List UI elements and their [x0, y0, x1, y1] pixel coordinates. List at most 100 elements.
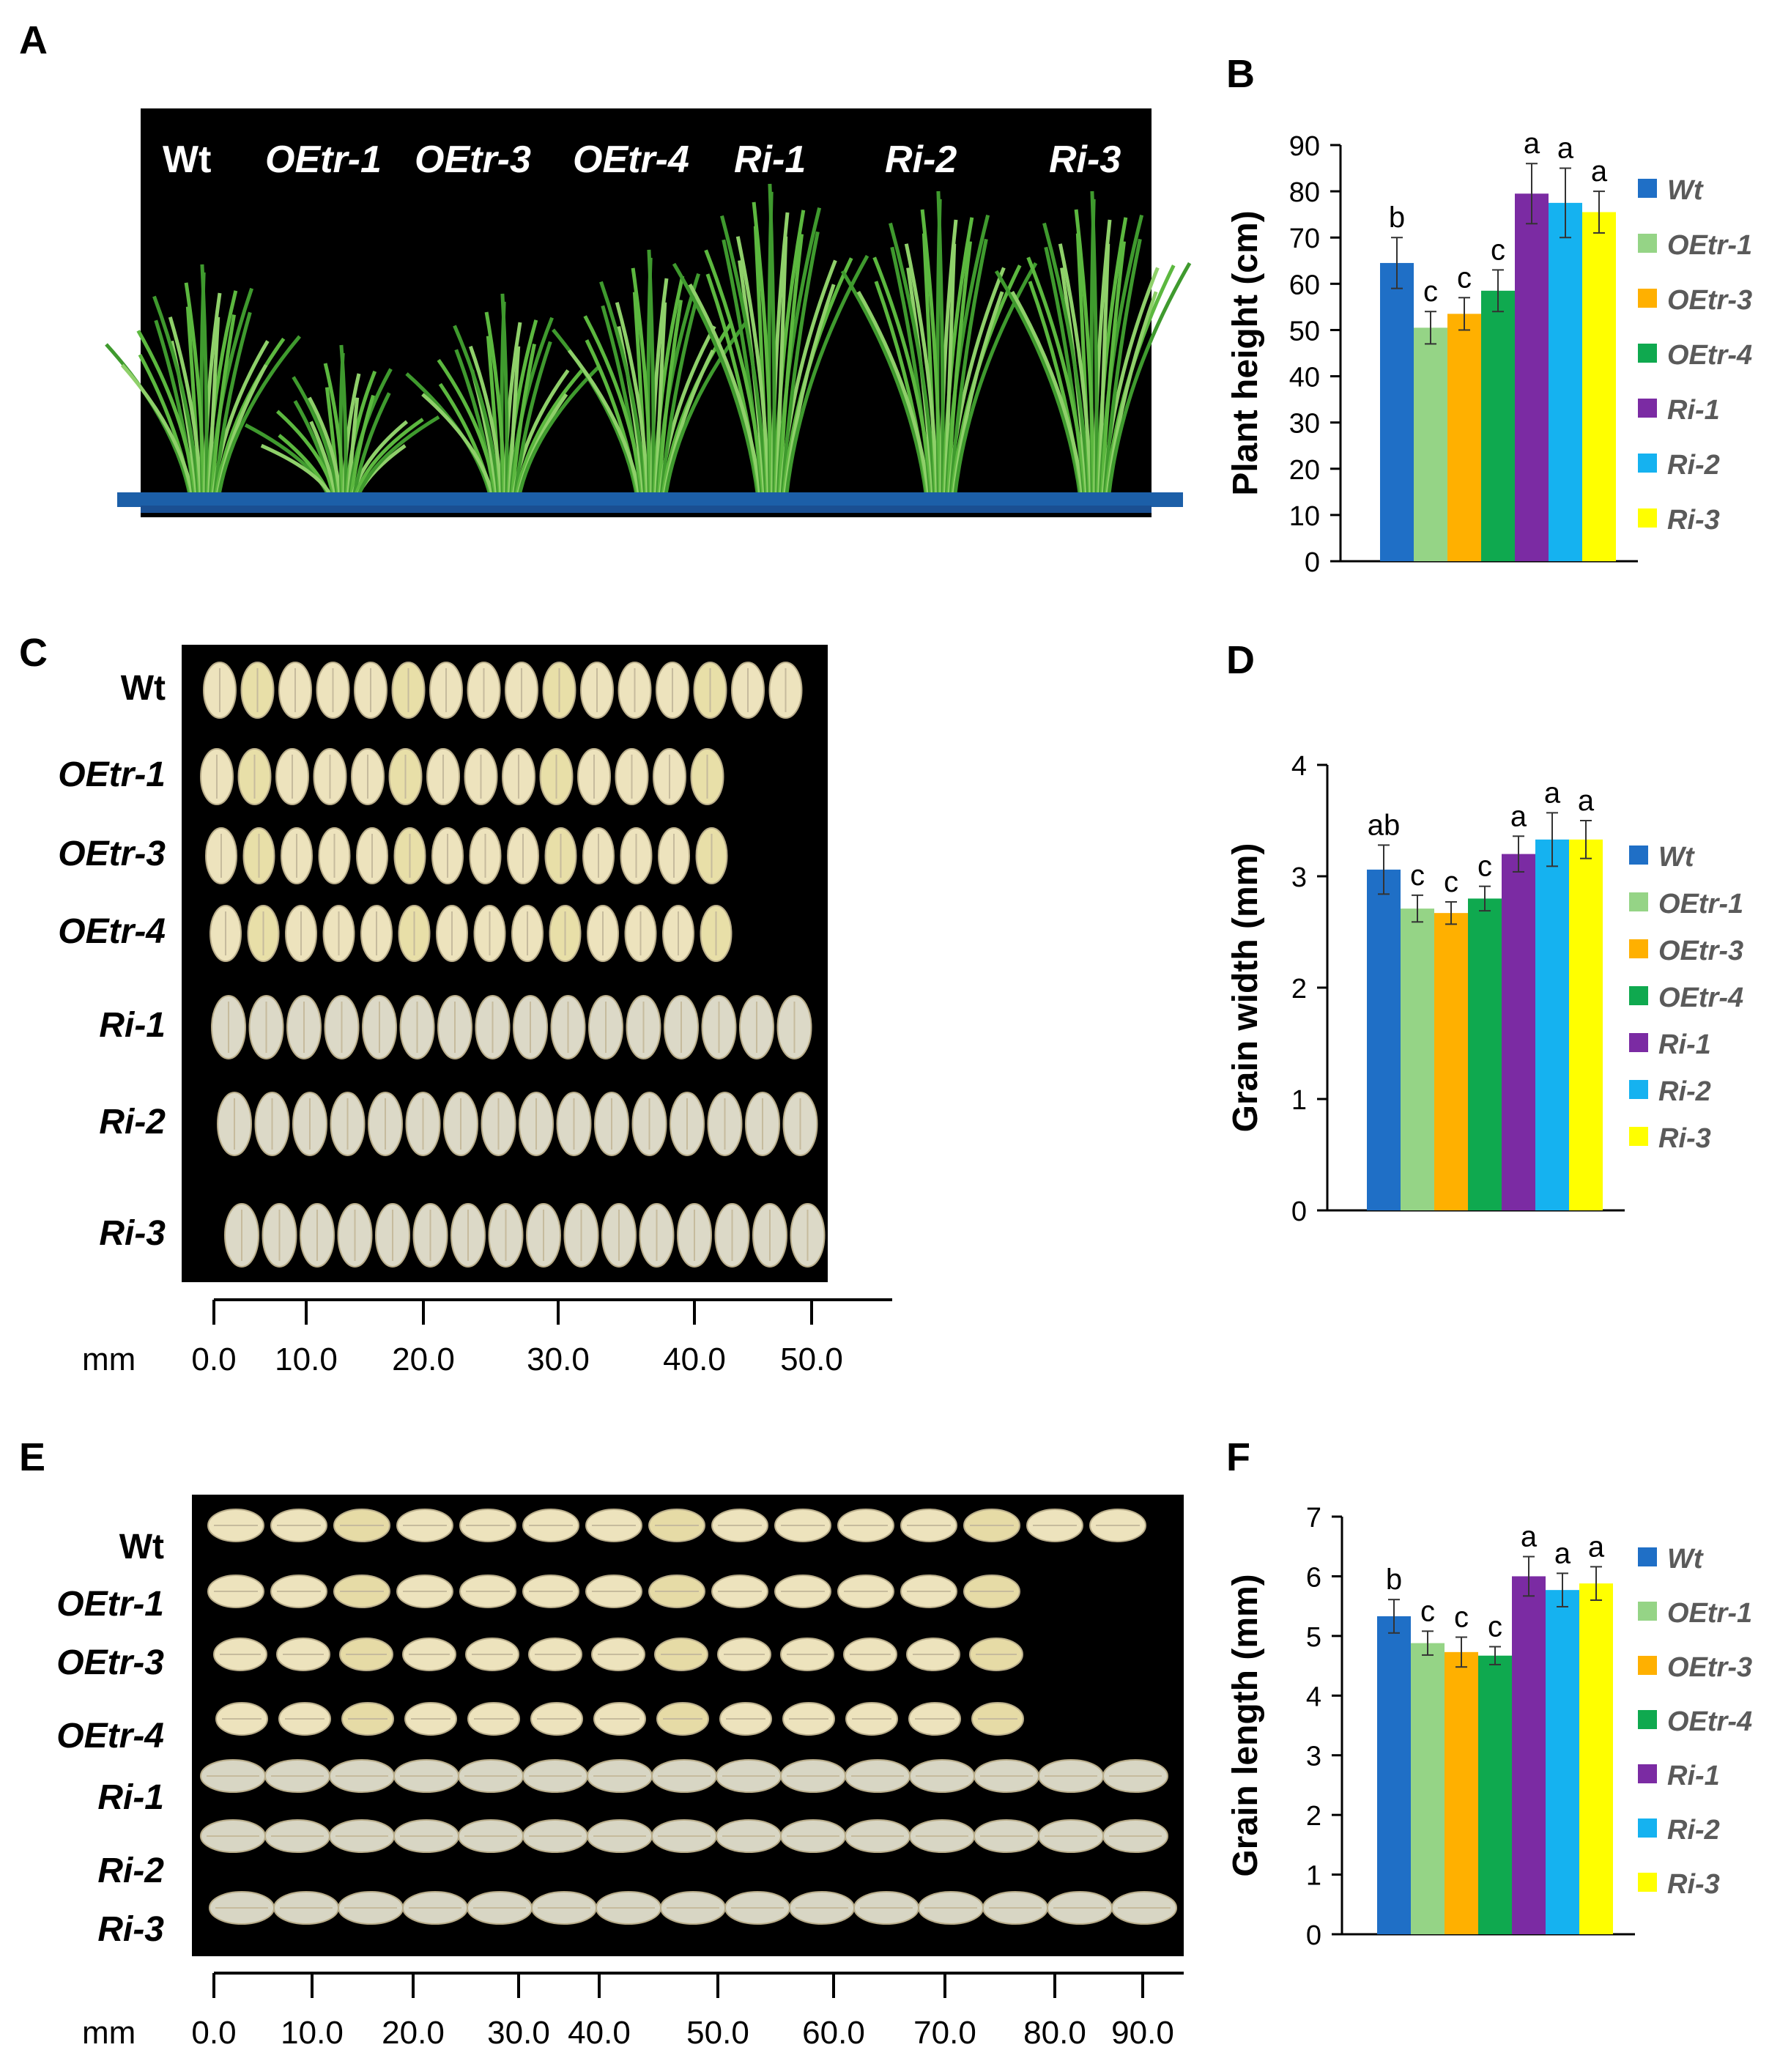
significance-letter: ab: [1368, 809, 1401, 841]
grain-length-row-4: [215, 1702, 1024, 1736]
significance-letter: b: [1389, 201, 1405, 234]
legend-label: Wt: [1667, 1544, 1704, 1575]
panel-letter-e: E: [19, 1435, 46, 1479]
grain-length-row-7: [209, 1891, 1177, 1925]
scale-tick-label: 10.0: [281, 2015, 344, 2051]
scale-tick-label: 20.0: [382, 2015, 445, 2051]
y-tick-label: 4: [1306, 1681, 1321, 1712]
bar-oetr-3: [1445, 1651, 1478, 1934]
significance-letter: a: [1554, 1537, 1571, 1569]
grain-length-row-label-3: OEtr-3: [56, 1643, 164, 1682]
y-axis-label: Plant height (cm): [1226, 210, 1265, 495]
bar-oetr-4: [1481, 290, 1515, 561]
scale-tick-label: 40.0: [663, 1342, 726, 1377]
bar-ri-3: [1569, 839, 1603, 1210]
grain-width-row-label-5: Ri-1: [99, 1006, 166, 1045]
legend-swatch: [1629, 846, 1648, 865]
y-tick-label: 10: [1289, 501, 1320, 532]
scale-tick-label: 80.0: [1023, 2015, 1086, 2051]
scale-tick-label: 40.0: [568, 2015, 631, 2051]
bar-wt: [1380, 262, 1414, 561]
y-tick-label: 2: [1291, 974, 1307, 1004]
panel-letter-c: C: [19, 631, 48, 675]
bar-ri-2: [1549, 202, 1582, 561]
y-tick-label: 2: [1306, 1801, 1321, 1832]
scale-tick-label: 70.0: [913, 2015, 976, 2051]
legend-swatch: [1638, 234, 1657, 253]
scale-tick-label: 0.0: [191, 2015, 236, 2051]
grain-length-row-label-5: Ri-1: [97, 1778, 164, 1817]
legend-label: Ri-2: [1658, 1076, 1711, 1107]
legend-label: Ri-1: [1667, 1761, 1720, 1791]
scale-tick-label: 30.0: [527, 1342, 590, 1377]
bar-wt: [1377, 1616, 1411, 1934]
legend-label: Wt: [1658, 842, 1695, 873]
scale-tick-label: 0.0: [191, 1342, 236, 1377]
scale-tick-label: 60.0: [802, 2015, 865, 2051]
grain-length-row-label-4: OEtr-4: [56, 1717, 164, 1755]
y-tick-label: 70: [1289, 223, 1320, 254]
legend-label: OEtr-3: [1667, 1652, 1752, 1683]
y-tick-label: 0: [1305, 547, 1320, 578]
grain-length-row-2: [207, 1575, 1020, 1608]
bar-ri-3: [1579, 1583, 1613, 1934]
legend-swatch: [1638, 1656, 1657, 1675]
legend-label: OEtr-3: [1667, 285, 1752, 316]
panel-letter-f: F: [1226, 1435, 1250, 1479]
legend-label: Ri-3: [1667, 1869, 1720, 1900]
bar-ri-1: [1512, 1576, 1546, 1934]
legend-swatch: [1638, 1547, 1657, 1566]
legend-swatch: [1638, 1710, 1657, 1729]
bar-ri-1: [1502, 854, 1535, 1210]
legend-swatch: [1638, 1602, 1657, 1621]
y-tick-label: 80: [1289, 177, 1320, 208]
legend-swatch: [1638, 454, 1657, 473]
grain-width-row-label-1: Wt: [120, 669, 166, 708]
significance-letter: c: [1491, 234, 1505, 266]
y-tick-label: 4: [1291, 751, 1307, 782]
grain-width-row-label-3: OEtr-3: [58, 835, 166, 873]
scale-tick-label: 10.0: [275, 1342, 338, 1377]
legend-swatch: [1629, 986, 1648, 1005]
significance-letter: a: [1578, 785, 1595, 817]
significance-letter: a: [1510, 800, 1527, 832]
y-tick-label: 1: [1306, 1861, 1321, 1892]
legend-label: OEtr-1: [1658, 889, 1743, 920]
y-tick-label: 0: [1291, 1196, 1307, 1227]
grain-width-row-6: [217, 1092, 818, 1156]
y-axis-label: Grain length (mm): [1226, 1574, 1265, 1876]
grain-length-row-6: [200, 1819, 1168, 1853]
y-tick-label: 20: [1289, 455, 1320, 486]
legend-swatch: [1638, 508, 1657, 528]
plant-label-7: Ri-3: [1049, 138, 1121, 181]
legend-label: Ri-2: [1667, 1815, 1720, 1846]
legend-label: OEtr-4: [1667, 340, 1752, 371]
plant-label-4: OEtr-4: [573, 138, 689, 181]
plant-label-1: Wt: [163, 138, 212, 181]
y-tick-label: 1: [1291, 1085, 1307, 1116]
legend-swatch: [1638, 179, 1657, 198]
bar-oetr-1: [1414, 328, 1447, 561]
scale-unit-label: mm: [82, 1342, 136, 1377]
panel-letter-a: A: [19, 18, 48, 62]
bar-oetr-4: [1468, 898, 1502, 1210]
y-tick-label: 5: [1306, 1622, 1321, 1653]
bar-oetr-3: [1434, 913, 1468, 1210]
scale-tick-label: 50.0: [780, 1342, 843, 1377]
legend-swatch: [1629, 1127, 1648, 1146]
grain-length-row-label-6: Ri-2: [97, 1851, 164, 1890]
significance-letter: c: [1444, 866, 1458, 898]
significance-letter: a: [1588, 1531, 1605, 1563]
significance-letter: a: [1544, 777, 1561, 809]
legend-swatch: [1629, 1033, 1648, 1052]
significance-letter: a: [1557, 133, 1574, 165]
scale-bar-e: 0.0 10.0 20.0 30.0 40.0 50.0 60.0 70.0 80.0 90.0 m…: [82, 1972, 1184, 2051]
legend-swatch: [1638, 289, 1657, 308]
legend-swatch: [1638, 1873, 1657, 1892]
grain-length-row-label-1: Wt: [119, 1528, 164, 1566]
y-tick-label: 40: [1289, 363, 1320, 393]
grain-length-row-label-7: Ri-3: [97, 1910, 164, 1949]
